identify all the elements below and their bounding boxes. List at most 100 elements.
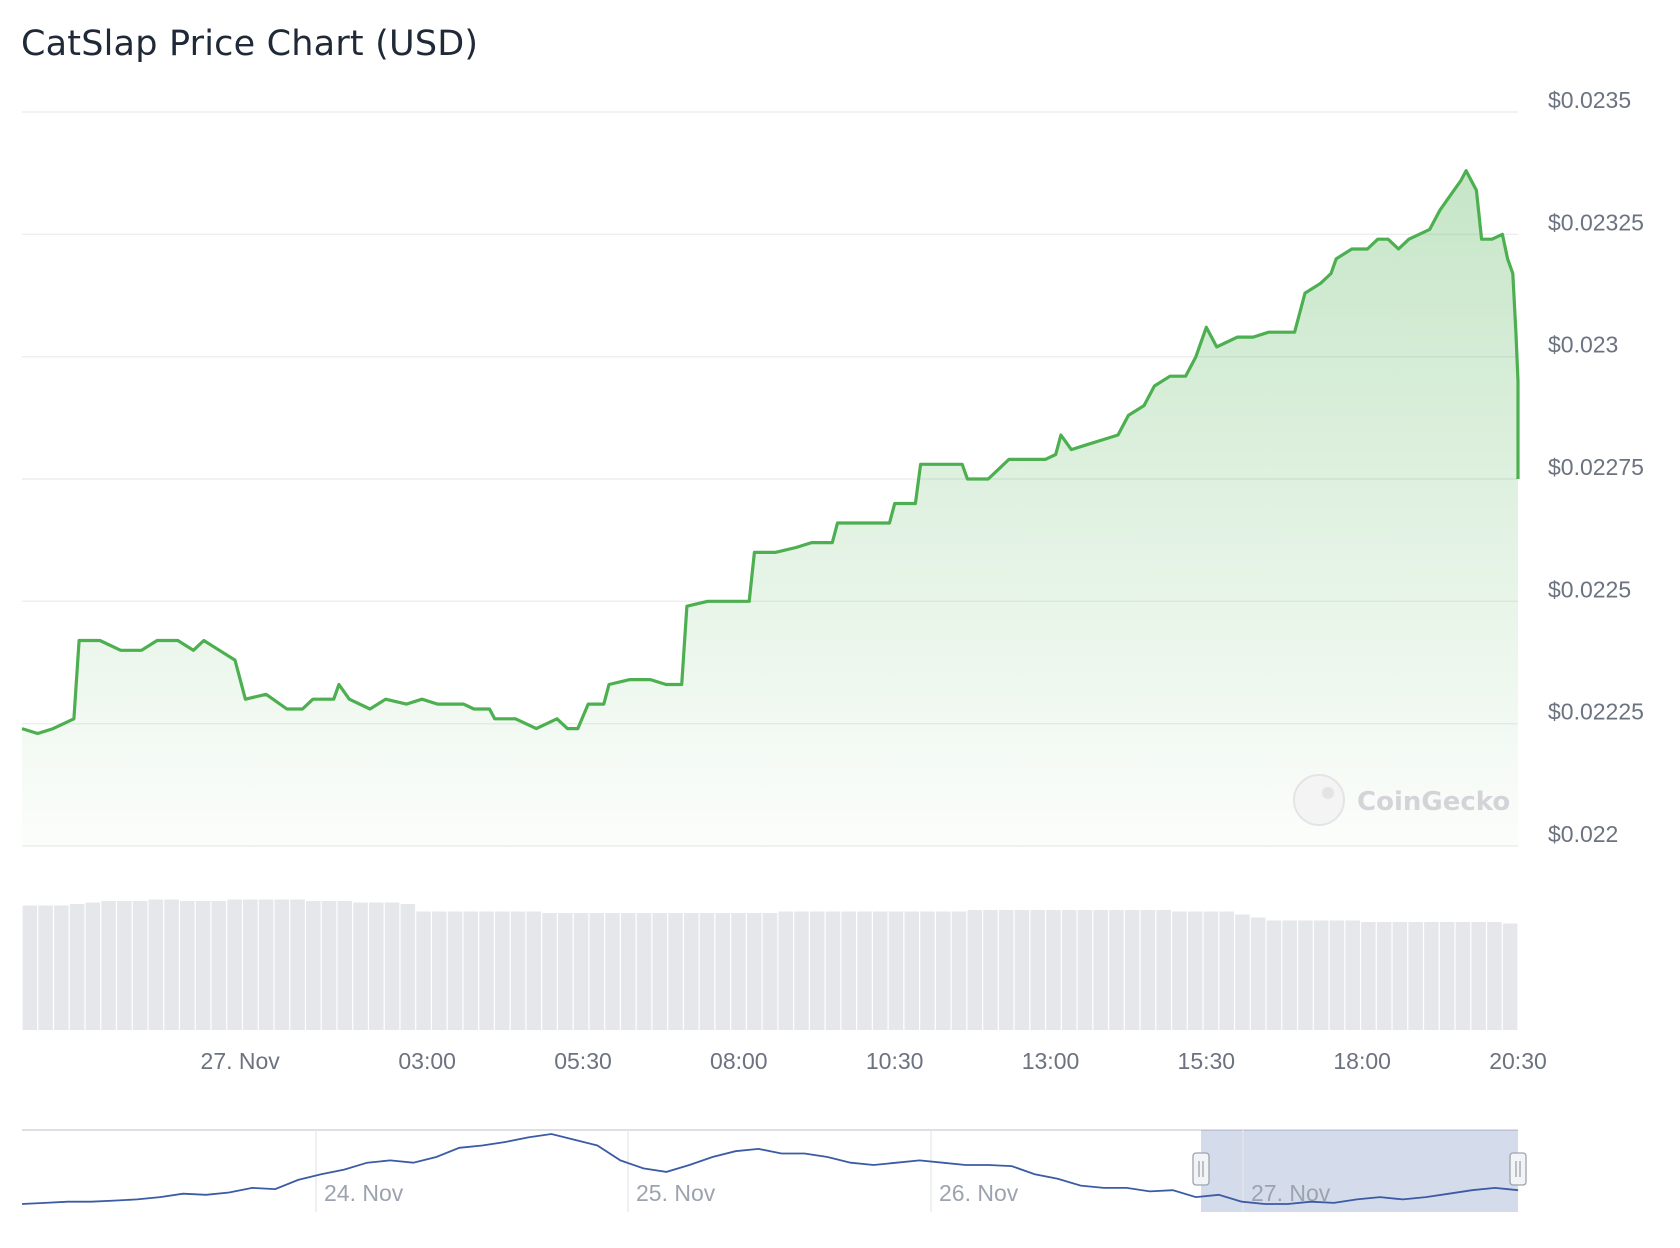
volume-bar — [1235, 914, 1250, 1030]
volume-bar — [195, 901, 211, 1030]
volume-bar — [1172, 911, 1187, 1030]
volume-bar — [605, 913, 620, 1030]
volume-bar — [1014, 910, 1030, 1030]
volume-bar — [38, 905, 53, 1030]
volume-bar — [211, 901, 227, 1030]
volume-bar — [1376, 922, 1392, 1030]
volume-bar — [1093, 910, 1108, 1030]
y-tick-label: $0.0235 — [1548, 87, 1631, 113]
volume-bar — [668, 913, 683, 1030]
volume-bar — [1077, 910, 1093, 1030]
y-tick-label: $0.02225 — [1548, 699, 1644, 725]
volume-bar — [85, 902, 101, 1030]
x-tick-label: 05:30 — [554, 1048, 612, 1074]
volume-bar — [117, 901, 132, 1030]
navigator-left-handle[interactable] — [1192, 1152, 1210, 1186]
x-tick-label: 13:00 — [1022, 1048, 1080, 1074]
navigator-label: 24. Nov — [324, 1180, 404, 1206]
volume-bar — [1487, 922, 1502, 1030]
volume-bar — [1329, 920, 1345, 1030]
x-tick-label: 18:00 — [1333, 1048, 1391, 1074]
volume-bar — [432, 911, 447, 1030]
volume-bar — [1408, 922, 1423, 1030]
y-tick-label: $0.022 — [1548, 821, 1618, 847]
volume-bar — [699, 913, 715, 1030]
x-tick-label: 15:30 — [1178, 1048, 1236, 1074]
volume-bar — [778, 911, 794, 1030]
volume-bar — [825, 911, 841, 1030]
volume-bar — [1471, 922, 1486, 1030]
volume-bar — [1046, 910, 1061, 1030]
volume-bar — [1061, 910, 1077, 1030]
volume-bar — [1345, 920, 1360, 1030]
volume-bar — [164, 899, 179, 1030]
volume-bar — [400, 904, 416, 1030]
volume-bar — [652, 913, 668, 1030]
range-navigator[interactable]: 24. Nov 25. Nov 26. Nov 27. Nov — [21, 1129, 1527, 1212]
y-tick-label: $0.023 — [1548, 332, 1618, 358]
volume-bar — [1282, 920, 1297, 1030]
volume-bar — [542, 913, 557, 1030]
volume-bar — [1187, 911, 1203, 1030]
volume-bar — [715, 913, 731, 1030]
volume-bar — [983, 910, 998, 1030]
volume-bar — [306, 901, 321, 1030]
volume-bar — [1313, 920, 1329, 1030]
volume-bar — [1392, 922, 1408, 1030]
navigator-right-handle[interactable] — [1509, 1152, 1527, 1186]
volume-bar — [22, 905, 38, 1030]
volume-bar — [384, 902, 400, 1030]
volume-bar — [1203, 911, 1219, 1030]
volume-bar — [998, 910, 1014, 1030]
volume-bar — [904, 911, 919, 1030]
volume-bar — [1250, 917, 1266, 1030]
volume-bar — [558, 913, 573, 1030]
volume-bar — [1219, 911, 1234, 1030]
coingecko-watermark: CoinGecko — [1293, 774, 1510, 826]
volume-bar — [132, 901, 148, 1030]
volume-bar — [1439, 922, 1455, 1030]
volume-bar — [636, 913, 652, 1030]
volume-bar — [369, 902, 384, 1030]
volume-bar — [1124, 910, 1140, 1030]
volume-bar — [463, 911, 479, 1030]
volume-bar — [290, 899, 305, 1030]
volume-bar — [1266, 920, 1282, 1030]
volume-bar — [1361, 922, 1376, 1030]
volume-bar — [274, 899, 290, 1030]
volume-bar — [101, 901, 116, 1030]
volume-bar — [1455, 922, 1471, 1030]
y-tick-label: $0.0225 — [1548, 576, 1631, 602]
volume-bar — [54, 905, 69, 1030]
x-tick-label: 27. Nov — [201, 1048, 281, 1074]
y-tick-label: $0.02325 — [1548, 209, 1644, 235]
volume-bar — [148, 899, 164, 1030]
volume-bar — [872, 911, 888, 1030]
volume-bar — [809, 911, 825, 1030]
navigator-line — [21, 1133, 1519, 1205]
volume-bar — [888, 911, 904, 1030]
volume-bar — [1424, 922, 1439, 1030]
volume-bar — [447, 911, 463, 1030]
navigator-label: 25. Nov — [636, 1180, 716, 1206]
x-tick-label: 10:30 — [866, 1048, 924, 1074]
price-area — [22, 170, 1518, 846]
volume-bar — [621, 913, 636, 1030]
volume-bar — [258, 899, 274, 1030]
volume-bar — [951, 911, 967, 1030]
volume-bar — [794, 911, 809, 1030]
volume-bar — [1156, 910, 1171, 1030]
volume-bar — [935, 911, 951, 1030]
volume-bar — [1030, 910, 1045, 1030]
volume-bar — [1109, 910, 1124, 1030]
volume-bar — [180, 901, 195, 1030]
volume-bar — [589, 913, 605, 1030]
navigator-label: 26. Nov — [939, 1180, 1019, 1206]
volume-bar — [227, 899, 242, 1030]
volume-bar — [353, 902, 368, 1030]
volume-bar — [321, 901, 337, 1030]
volume-bar — [416, 911, 431, 1030]
volume-bar — [746, 913, 762, 1030]
x-tick-label: 20:30 — [1489, 1048, 1547, 1074]
price-line[interactable] — [21, 169, 1520, 736]
